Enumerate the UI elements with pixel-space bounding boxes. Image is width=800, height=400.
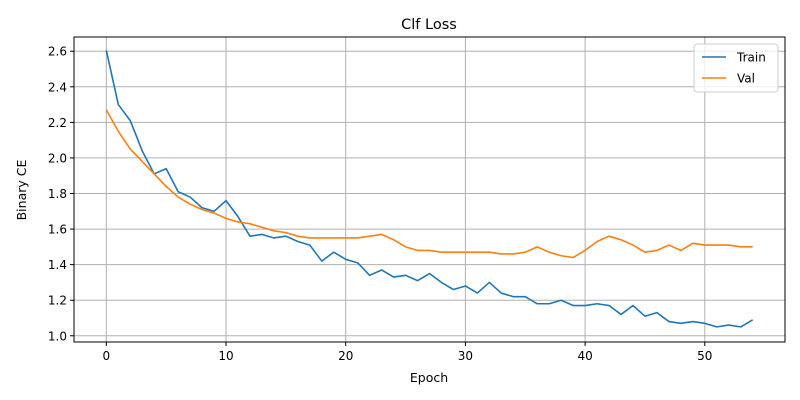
x-tick-label: 50 [697,349,712,363]
chart-title: Clf Loss [401,17,457,33]
series-line-val [105,109,753,259]
x-tick-label: 10 [218,349,233,363]
legend-label-val: Val [737,72,755,86]
series-group [105,50,754,328]
y-tick-label: 2.6 [48,45,67,59]
x-tick-label: 30 [458,349,473,363]
y-tick-label: 2.2 [48,116,67,130]
y-tick-label: 1.4 [48,258,67,272]
plot-frame [73,36,786,343]
x-axis-ticks: 0 10 20 30 40 50 [102,342,712,363]
y-tick-label: 1.8 [48,187,67,201]
y-tick-label: 2.0 [48,151,67,165]
legend-box [693,43,779,93]
x-tick-label: 40 [577,349,592,363]
y-tick-label: 1.6 [48,223,67,237]
y-axis-ticks: 1.0 1.2 1.4 1.6 1.8 2.0 2.2 2.4 2.6 [48,45,74,343]
y-tick-label: 2.4 [48,80,67,94]
x-tick-label: 0 [102,349,110,363]
y-tick-label: 1.2 [48,294,67,308]
grid-lines [74,37,785,342]
x-axis-label: Epoch [410,370,448,385]
series-line-train [105,50,754,328]
x-tick-label: 20 [338,349,353,363]
legend-label-train: Train [736,51,766,65]
legend: Train Val [693,43,779,93]
y-axis-label: Binary CE [14,160,29,221]
y-tick-label: 1.0 [48,329,67,343]
